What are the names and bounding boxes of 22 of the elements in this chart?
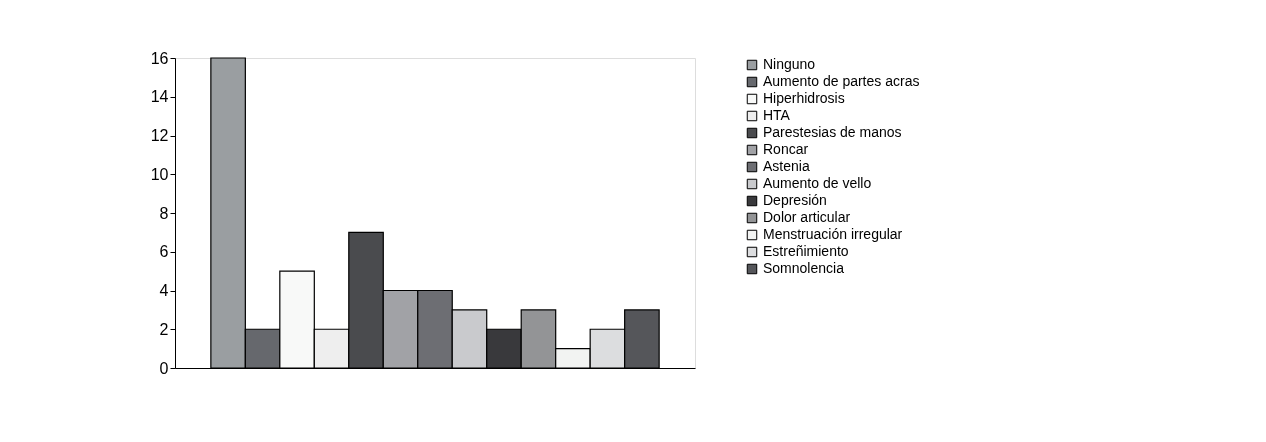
y-tick-label: 0	[159, 359, 169, 377]
legend-label: Somnolencia	[763, 260, 845, 276]
y-tick-label: 2	[159, 320, 169, 338]
y-tick-label: 16	[150, 49, 169, 67]
legend-label: HTA	[763, 107, 791, 123]
y-tick-label: 6	[159, 243, 169, 261]
legend-label: Ninguno	[763, 56, 816, 72]
legend-label: Roncar	[763, 141, 809, 157]
legend-label: Astenia	[763, 158, 810, 174]
y-tick-label: 12	[150, 127, 169, 144]
y-tick-label: 10	[150, 165, 169, 183]
y-tick-label: 8	[159, 204, 169, 222]
legend-label: Aumento de vello	[763, 175, 872, 191]
y-tick-label: 4	[159, 282, 169, 299]
legend-label: Aumento de partes acras	[763, 73, 920, 89]
legend-label: Hiperhidrosis	[763, 90, 845, 106]
y-tick-label: 14	[150, 88, 169, 106]
legend-label: Menstruación irregular	[763, 226, 903, 242]
legend-label: Dolor articular	[763, 209, 851, 225]
legend-label: Estreñimiento	[763, 243, 849, 259]
legend-label: Depresión	[763, 192, 827, 208]
legend-label: Parestesias de manos	[763, 124, 902, 140]
